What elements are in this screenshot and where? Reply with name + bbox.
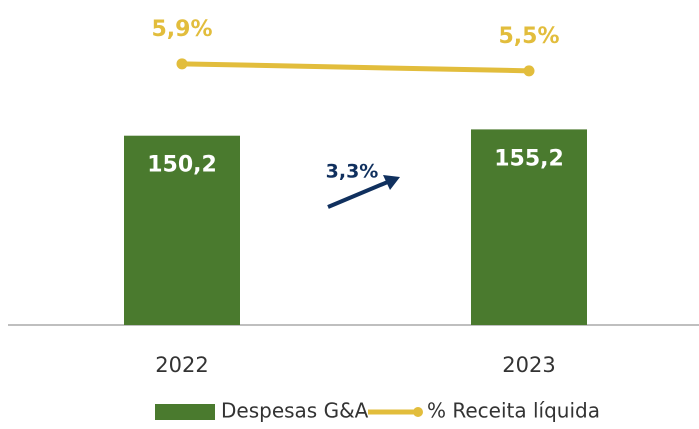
legend-marker	[413, 407, 423, 417]
line	[181, 61, 530, 74]
line-value-label: 5,9%	[151, 17, 212, 42]
legend-label: Despesas G&A	[221, 399, 369, 423]
bar-value-label: 155,2	[494, 146, 564, 171]
x-tick-label: 2023	[502, 353, 555, 377]
annotation-arrowhead	[383, 175, 400, 190]
annotation: 3,3%	[326, 161, 379, 183]
annotation-arrow	[327, 179, 391, 209]
bar	[124, 135, 240, 325]
legend-label: % Receita líquida	[427, 399, 600, 423]
line-point	[523, 65, 535, 77]
bar	[471, 129, 587, 325]
x-tick-label: 2022	[155, 353, 208, 377]
legend-swatch	[155, 404, 215, 420]
bar-value-label: 150,2	[147, 153, 217, 178]
line-value-label: 5,5%	[498, 24, 559, 49]
line-point	[176, 58, 188, 70]
